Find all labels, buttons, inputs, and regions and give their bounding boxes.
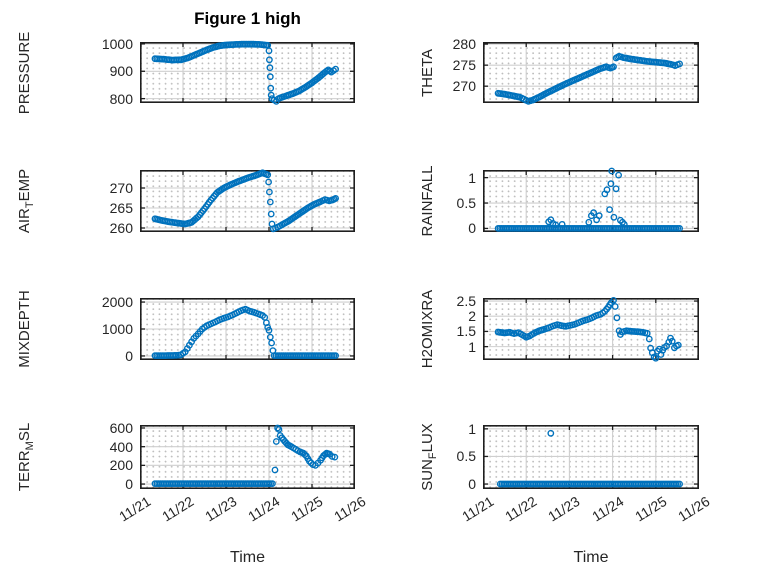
ylabel-sun_flux: SUNFLUX — [419, 423, 439, 491]
plot-area-air_temp — [140, 169, 355, 233]
ytick-label-theta: 280 — [452, 36, 476, 53]
ytick-label-mixdepth: 2000 — [101, 294, 133, 311]
major-gridlines — [483, 298, 699, 360]
ytick-label-sun_flux: 0.5 — [456, 448, 476, 465]
ylabel-terr_msl: TERRMSL — [16, 422, 36, 492]
x-axis-label-left: Time — [230, 549, 265, 566]
major-gridlines — [140, 170, 355, 232]
plot-area-theta — [483, 42, 699, 105]
plot-canvas-terr_msl — [140, 424, 355, 490]
major-gridlines — [140, 425, 355, 489]
xtick-label: 11/21 — [459, 493, 497, 525]
ytick-label-mixdepth: 0 — [125, 347, 133, 364]
ytick-label-mixdepth: 1000 — [101, 321, 133, 337]
axes-box — [483, 42, 699, 104]
data-series-sun_flux — [496, 429, 684, 488]
xtick-label: 11/25 — [288, 493, 326, 525]
plot-canvas-theta — [483, 42, 699, 105]
xtick-label: 11/24 — [245, 493, 283, 525]
ytick-label-sun_flux: 0 — [468, 476, 476, 493]
ytick-label-air_temp: 270 — [109, 180, 133, 196]
ytick-label-sun_flux: 1 — [468, 420, 476, 437]
axes-box — [140, 425, 355, 490]
axes-box — [140, 298, 355, 361]
xtick-label: 11/25 — [631, 493, 670, 525]
ytick-label-rainfall: 0 — [468, 220, 476, 237]
xtick-label: 11/23 — [202, 493, 240, 525]
ytick-label-terr_msl: 200 — [109, 457, 133, 474]
ytick-label-rainfall: 0.5 — [456, 195, 476, 212]
data-series-rainfall — [494, 167, 684, 232]
xtick-label: 11/22 — [502, 493, 540, 525]
data-series-air_temp — [151, 169, 340, 233]
ytick-label-theta: 275 — [452, 57, 476, 74]
xtick-label: 11/26 — [675, 493, 713, 525]
plot-canvas-rainfall — [483, 167, 699, 233]
xtick-label: 11/26 — [331, 493, 369, 525]
plot-canvas-mixdepth — [140, 298, 355, 361]
figure-title: Figure 1 high — [194, 9, 301, 28]
tick-marks — [483, 299, 699, 359]
plot-canvas-sun_flux — [483, 425, 699, 490]
plot-area-rainfall — [483, 167, 699, 233]
major-gridlines — [483, 425, 699, 489]
plot-canvas-air_temp — [140, 169, 355, 233]
plot-area-mixdepth — [140, 298, 355, 361]
ytick-label-pressure: 900 — [109, 63, 133, 80]
xtick-label: 11/24 — [588, 493, 627, 525]
xtick-label: 11/22 — [159, 493, 197, 525]
ytick-label-h2omixra: 2.5 — [456, 293, 476, 310]
axes-box — [140, 170, 355, 233]
data-series-pressure — [151, 40, 340, 105]
ytick-label-pressure: 800 — [109, 90, 133, 107]
axes-box — [483, 425, 699, 490]
xtick-label: 11/21 — [116, 493, 154, 525]
tick-marks — [483, 426, 699, 488]
ytick-label-pressure: 1000 — [101, 35, 133, 52]
plot-canvas-pressure — [140, 40, 355, 105]
tick-marks — [140, 299, 355, 359]
plot-canvas-h2omixra — [483, 297, 699, 362]
data-series-terr_msl — [151, 424, 339, 487]
data-series-h2omixra — [494, 297, 682, 362]
ytick-label-air_temp: 260 — [109, 220, 133, 236]
plot-area-sun_flux — [483, 425, 699, 490]
ytick-label-terr_msl: 400 — [109, 438, 133, 455]
ytick-label-theta: 270 — [452, 78, 476, 95]
plot-area-h2omixra — [483, 297, 699, 362]
xtick-label: 11/23 — [545, 493, 583, 525]
ytick-label-h2omixra: 2 — [468, 308, 476, 325]
ytick-label-h2omixra: 1.5 — [456, 323, 476, 340]
ytick-label-h2omixra: 1 — [468, 338, 476, 355]
ytick-label-terr_msl: 600 — [109, 419, 133, 436]
data-series-theta — [494, 52, 684, 105]
ytick-label-rainfall: 1 — [468, 169, 476, 186]
plot-area-terr_msl — [140, 424, 355, 490]
plot-area-pressure — [140, 40, 355, 105]
x-axis-label-right: Time — [573, 549, 609, 566]
ytick-label-air_temp: 265 — [109, 200, 133, 216]
data-series-mixdepth — [151, 305, 340, 359]
ytick-label-terr_msl: 0 — [125, 476, 133, 493]
axes-box — [483, 298, 699, 361]
